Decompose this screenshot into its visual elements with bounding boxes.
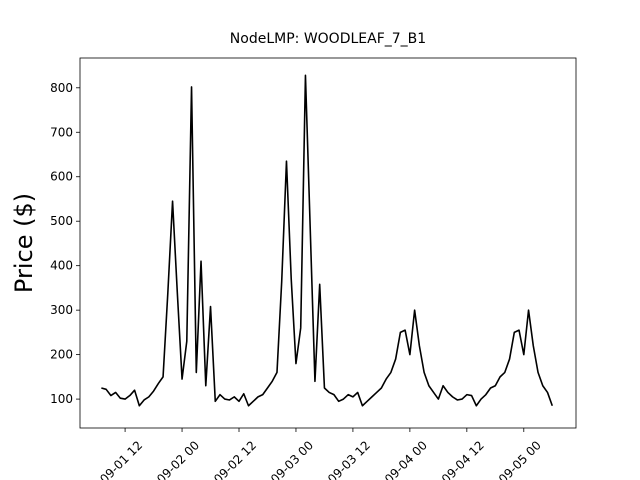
x-tick-label: 09-02 12: [211, 438, 259, 480]
y-tick-label: 400: [50, 259, 73, 273]
y-tick-label: 300: [50, 303, 73, 317]
y-tick-label: 600: [50, 170, 73, 184]
x-tick-label: 09-03 12: [325, 438, 373, 480]
x-tick-label: 09-01 12: [97, 438, 145, 480]
y-tick-label: 200: [50, 348, 73, 362]
chart-title: NodeLMP: WOODLEAF_7_B1: [230, 31, 426, 47]
price-line: [101, 74, 554, 407]
y-tick-label: 800: [50, 81, 73, 95]
y-tick-label: 700: [50, 125, 73, 139]
y-tick-label: 500: [50, 214, 73, 228]
plot-frame: [79, 57, 577, 429]
x-tick-label: 09-04 12: [439, 438, 487, 480]
x-tick-label: 09-03 00: [268, 438, 316, 480]
x-tick-label: 09-04 00: [382, 438, 430, 480]
y-axis-label: Price ($): [10, 193, 38, 293]
x-tick-label: 09-05 00: [496, 438, 544, 480]
x-tick-label: 09-02 00: [154, 438, 202, 480]
y-tick-label: 100: [50, 392, 73, 406]
